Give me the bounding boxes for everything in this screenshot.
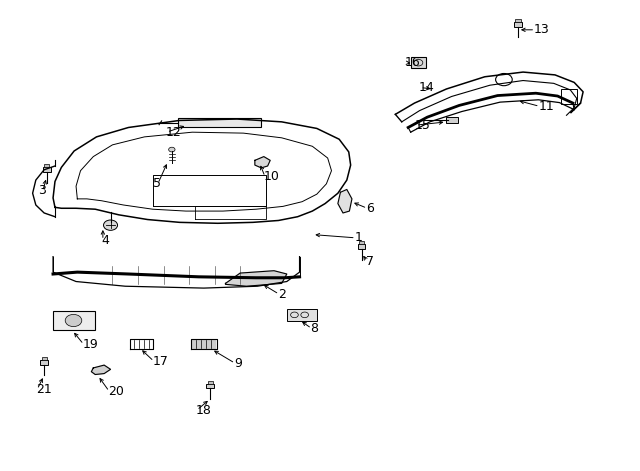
Text: 19: 19	[83, 338, 98, 351]
Polygon shape	[255, 156, 270, 168]
Bar	[515, 19, 520, 22]
Text: 14: 14	[419, 81, 435, 94]
Text: 15: 15	[415, 119, 430, 131]
Polygon shape	[92, 365, 111, 374]
Text: 21: 21	[36, 383, 52, 396]
Bar	[43, 167, 51, 171]
Bar	[359, 241, 364, 244]
Text: 16: 16	[404, 56, 420, 69]
Bar	[42, 357, 47, 360]
Text: 20: 20	[108, 385, 124, 398]
Text: 2: 2	[278, 288, 286, 300]
Bar	[206, 384, 214, 389]
Text: 13: 13	[534, 23, 550, 36]
Text: 8: 8	[310, 322, 319, 335]
Bar	[447, 117, 458, 123]
Text: 12: 12	[166, 126, 181, 138]
Bar	[358, 244, 365, 249]
Bar	[53, 311, 95, 330]
Circle shape	[104, 220, 118, 230]
Text: 5: 5	[153, 178, 161, 190]
Polygon shape	[225, 271, 287, 286]
Bar	[40, 360, 48, 365]
Bar	[411, 57, 426, 68]
Bar	[561, 89, 577, 104]
Text: 17: 17	[153, 355, 168, 368]
Text: 4: 4	[102, 234, 109, 247]
Circle shape	[169, 147, 175, 152]
Text: 10: 10	[264, 171, 280, 183]
Text: 9: 9	[234, 357, 242, 370]
Polygon shape	[338, 189, 352, 213]
Text: 18: 18	[195, 404, 211, 417]
Text: 7: 7	[366, 255, 374, 268]
Bar	[514, 22, 522, 27]
Bar	[287, 309, 317, 321]
Text: 1: 1	[355, 231, 363, 244]
Bar	[178, 118, 261, 128]
Bar	[207, 381, 212, 384]
Circle shape	[65, 315, 82, 326]
Text: 6: 6	[366, 202, 374, 215]
Bar	[44, 164, 49, 167]
Text: 11: 11	[538, 100, 554, 113]
Text: 3: 3	[38, 184, 45, 197]
